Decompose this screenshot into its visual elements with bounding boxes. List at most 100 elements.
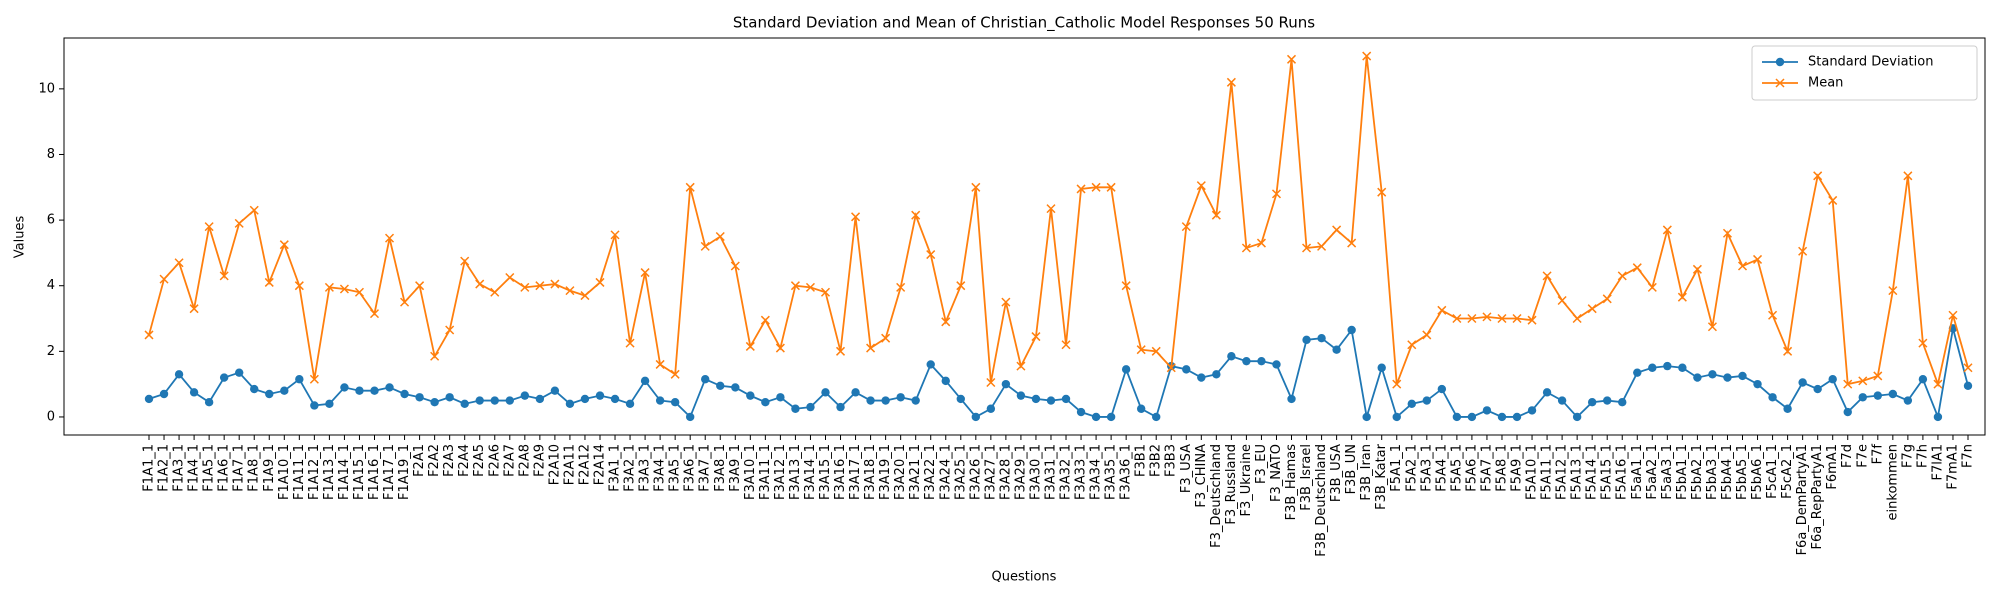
point-marker xyxy=(670,397,680,407)
x-marker xyxy=(911,210,921,220)
x-tick-label: F5aA3_1 xyxy=(1660,444,1675,500)
x-tick-label: F3A6_1 xyxy=(683,444,698,492)
x-tick-label: F3B_Israel xyxy=(1299,444,1314,511)
x-marker xyxy=(640,268,650,278)
point-marker xyxy=(144,394,154,404)
x-tick-label: F3A32_1 xyxy=(1059,444,1074,500)
point-marker xyxy=(1542,388,1552,397)
x-marker xyxy=(1151,346,1161,356)
x-marker xyxy=(1241,243,1251,253)
y-tick-label: 10 xyxy=(38,81,55,96)
x-marker xyxy=(294,281,304,291)
x-marker xyxy=(1076,184,1086,194)
x-marker xyxy=(1106,182,1116,192)
point-marker xyxy=(430,397,439,407)
x-marker xyxy=(400,297,410,307)
x-tick-label: F2A7 xyxy=(502,444,517,477)
x-tick-label: F3B_Katar xyxy=(1374,443,1389,509)
point-marker xyxy=(1257,356,1266,366)
x-marker xyxy=(324,282,334,292)
x-marker xyxy=(775,343,785,353)
x-marker xyxy=(1527,315,1537,325)
point-marker xyxy=(1618,397,1627,407)
x-tick-label: F5aA2_1 xyxy=(1645,444,1660,500)
x-marker xyxy=(1362,51,1372,61)
legend-marker xyxy=(1775,78,1785,88)
x-marker xyxy=(1858,376,1868,386)
x-tick-label: F5A7_1 xyxy=(1479,444,1494,492)
x-marker xyxy=(1873,371,1883,381)
x-marker xyxy=(430,351,440,361)
x-marker xyxy=(144,330,154,340)
point-marker xyxy=(580,394,590,404)
x-tick-label: F3A22_1 xyxy=(923,444,938,500)
x-marker xyxy=(1271,189,1282,199)
x-marker xyxy=(625,338,635,348)
x-marker xyxy=(1948,310,1958,320)
x-marker xyxy=(1256,238,1266,248)
x-tick-label: F3A19_1 xyxy=(878,444,893,500)
x-tick-label: einkommen xyxy=(1885,444,1900,520)
x-marker xyxy=(1557,295,1567,306)
x-tick-label: F1A17_1 xyxy=(382,444,397,500)
x-tick-label: F7f xyxy=(1870,444,1885,465)
x-marker xyxy=(1677,292,1687,302)
x-tick-label: F5A5_1 xyxy=(1449,444,1464,492)
x-tick-label: F3A25_1 xyxy=(953,444,968,500)
x-tick-label: F6a_RepPartyA1 xyxy=(1810,444,1825,549)
x-marker xyxy=(1181,222,1191,232)
x-marker xyxy=(1211,210,1221,220)
x-tick-label: F3B_Hamas xyxy=(1284,444,1299,521)
point-marker xyxy=(1227,352,1236,361)
x-tick-label: F3A21_1 xyxy=(908,444,923,500)
point-marker xyxy=(761,397,770,407)
x-marker xyxy=(1888,286,1898,296)
x-marker xyxy=(851,212,861,222)
point-marker xyxy=(295,375,304,384)
x-marker xyxy=(1016,361,1026,371)
point-marker xyxy=(550,386,560,395)
x-marker xyxy=(835,346,846,356)
x-tick-label: F5cA2_1 xyxy=(1780,444,1795,499)
point-marker xyxy=(535,394,545,404)
x-marker xyxy=(520,282,530,292)
point-marker xyxy=(189,388,199,397)
x-marker xyxy=(1317,241,1327,251)
x-tick-label: F1A5_1 xyxy=(202,444,217,492)
x-tick-label: F5A1_1 xyxy=(1389,444,1404,492)
x-marker xyxy=(1753,254,1763,264)
point-marker xyxy=(1843,407,1852,417)
x-tick-label: F2A11 xyxy=(562,444,577,485)
x-tick-label: F5A14_1 xyxy=(1585,444,1600,500)
x-tick-label: F2A14 xyxy=(592,444,607,485)
legend-label: Standard Deviation xyxy=(1808,55,1933,70)
x-marker xyxy=(309,374,319,384)
x-marker xyxy=(505,272,515,283)
x-marker xyxy=(1617,271,1627,281)
x-marker xyxy=(445,325,455,335)
x-tick-label: F3A20_1 xyxy=(893,444,908,500)
point-marker xyxy=(445,393,454,402)
point-marker xyxy=(1933,412,1943,422)
x-tick-label: F3A9_1 xyxy=(728,444,743,492)
point-marker xyxy=(1798,378,1807,387)
y-tick-label: 8 xyxy=(47,147,55,162)
point-marker xyxy=(1663,361,1672,371)
x-marker xyxy=(1933,379,1943,389)
point-marker xyxy=(265,389,274,399)
point-marker xyxy=(1272,360,1281,369)
x-tick-label: F7g xyxy=(1900,444,1915,468)
x-marker xyxy=(234,218,244,228)
x-tick-label: F5bA1_1 xyxy=(1675,444,1690,500)
point-marker xyxy=(204,397,214,407)
point-marker xyxy=(1888,389,1898,399)
point-marker xyxy=(1287,394,1296,404)
x-tick-label: F3A29_1 xyxy=(1013,444,1028,500)
point-marker xyxy=(234,368,244,377)
x-tick-label: F7n xyxy=(1961,444,1976,468)
point-marker xyxy=(1076,407,1086,417)
x-tick-label: F3A1_1 xyxy=(608,444,623,492)
x-tick-label: F3A33_1 xyxy=(1074,444,1089,500)
chart-title: Standard Deviation and Mean of Christian… xyxy=(733,14,1315,33)
point-marker xyxy=(821,388,830,397)
